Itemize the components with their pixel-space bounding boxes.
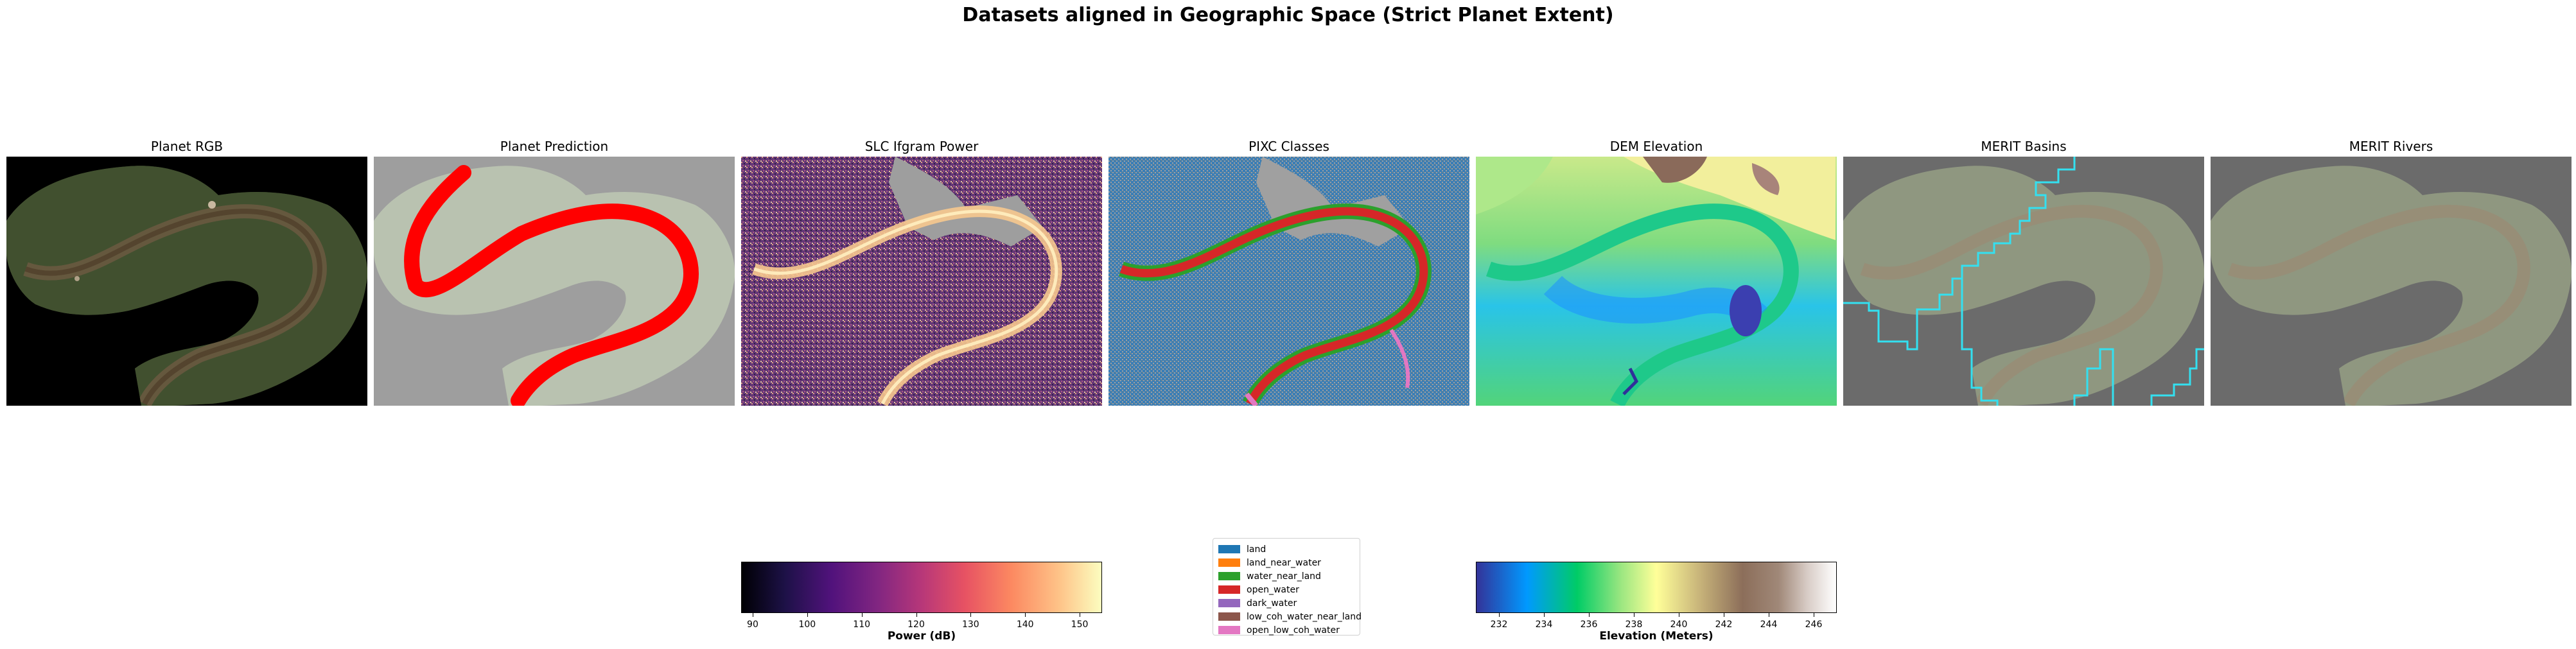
panel-title: MERIT Basins — [1981, 139, 2067, 154]
legend-swatch — [1218, 626, 1240, 634]
planet-rgb-image — [6, 157, 367, 406]
slc-ifgram-power-image — [741, 157, 1102, 406]
power-colorbar-tick-mark — [970, 613, 972, 617]
power-colorbar-tick-label: 120 — [907, 619, 925, 630]
elevation-colorbar-tick-label: 240 — [1670, 619, 1688, 630]
panel-title: MERIT Rivers — [2349, 139, 2433, 154]
elevation-colorbar-label: Elevation (Meters) — [1599, 630, 1713, 643]
planet-prediction-image — [374, 157, 735, 406]
panel-title: Planet Prediction — [500, 139, 609, 154]
legend-swatch — [1218, 558, 1240, 567]
elevation-colorbar-tick-mark — [1544, 613, 1545, 617]
legend-entry: water_near_land — [1218, 569, 1354, 583]
power-colorbar-tick-label: 100 — [798, 619, 816, 630]
panel-title: DEM Elevation — [1609, 139, 1703, 154]
legend-swatch — [1218, 599, 1240, 607]
legend-swatch — [1218, 572, 1240, 580]
legend-label: land_near_water — [1247, 557, 1321, 568]
power-colorbar-ticks: 90 100 110 120 130 140 150 — [741, 613, 1102, 630]
power-colorbar-tick-mark — [807, 613, 808, 617]
legend-label: dark_water — [1247, 598, 1297, 609]
elevation-colorbar-tick-label: 242 — [1715, 619, 1733, 630]
figure-title: Datasets aligned in Geographic Space (St… — [962, 4, 1614, 26]
panel-title: Planet RGB — [150, 139, 223, 154]
legend-entry: land — [1218, 542, 1354, 556]
elevation-colorbar-tick-label: 238 — [1625, 619, 1643, 630]
power-colorbar-tick-label: 130 — [961, 619, 979, 630]
elevation-colorbar-gradient — [1476, 562, 1837, 613]
elevation-colorbar-tick-mark — [1499, 613, 1500, 617]
elevation-colorbar-tick-label: 236 — [1580, 619, 1598, 630]
panel-title: PIXC Classes — [1249, 139, 1329, 154]
pixc-classes-legend: land land_near_water water_near_land open_w… — [1213, 538, 1362, 637]
power-colorbar-tick-mark — [1025, 613, 1026, 617]
merit-rivers-image — [2211, 157, 2572, 406]
legend-label: water_near_land — [1247, 571, 1321, 582]
merit-basins-image — [1843, 157, 2204, 406]
legend-label: open_low_coh_water — [1247, 625, 1340, 636]
legend-entry: low_coh_water_near_land — [1218, 610, 1362, 623]
power-colorbar-gradient — [741, 562, 1102, 613]
legend-swatch — [1218, 545, 1240, 553]
panel-title: SLC Ifgram Power — [864, 139, 979, 154]
legend-label: low_coh_water_near_land — [1247, 611, 1362, 622]
legend-label: land — [1247, 544, 1266, 555]
elevation-colorbar-tick-label: 246 — [1805, 619, 1823, 630]
power-colorbar-tick-label: 140 — [1016, 619, 1034, 630]
power-colorbar-tick-label: 150 — [1071, 619, 1089, 630]
legend-label: open_water — [1247, 584, 1299, 595]
legend-entry: open_water — [1218, 583, 1354, 596]
power-colorbar-label: Power (dB) — [887, 630, 956, 643]
legend-entry: open_low_coh_water — [1218, 623, 1354, 637]
power-colorbar-tick-mark — [916, 613, 917, 617]
legend-swatch — [1218, 585, 1240, 594]
legend-swatch — [1218, 612, 1240, 621]
dem-elevation-image — [1476, 157, 1837, 406]
elevation-colorbar-tick-mark — [1589, 613, 1590, 617]
pixc-classes-image — [1108, 157, 1469, 406]
power-colorbar-tick-label: 90 — [747, 619, 758, 630]
power-colorbar-tick-label: 110 — [853, 619, 871, 630]
legend-entry: land_near_water — [1218, 556, 1354, 569]
elevation-colorbar-tick-label: 234 — [1535, 619, 1553, 630]
elevation-colorbar-tick-label: 232 — [1490, 619, 1508, 630]
elevation-colorbar-tick-label: 244 — [1760, 619, 1778, 630]
legend-entry: dark_water — [1218, 596, 1354, 610]
elevation-colorbar-ticks: 232 234 236 238 240 242 244 246 — [1476, 613, 1837, 630]
power-colorbar-tick-mark — [861, 613, 863, 617]
